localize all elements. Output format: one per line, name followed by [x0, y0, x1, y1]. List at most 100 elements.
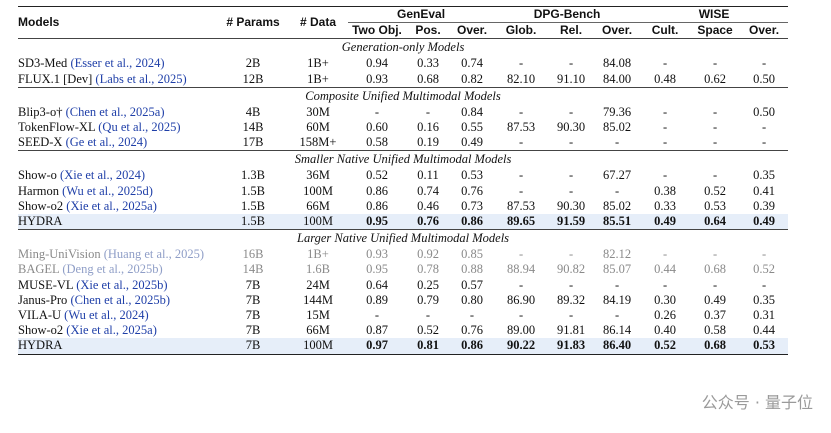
model-name: TokenFlow-XL	[18, 120, 96, 135]
score-cell: -	[662, 56, 668, 71]
score-cell: 0.74	[417, 183, 439, 198]
score-cell: 0.64	[690, 214, 741, 230]
score-cell: -	[425, 308, 431, 323]
score-cell: 0.49	[640, 214, 691, 230]
score-cell: -	[568, 56, 574, 71]
score-cell: -	[568, 183, 574, 198]
score-cell: -	[662, 168, 668, 183]
model-name: SD3-Med	[18, 56, 68, 71]
header-subcol: Two Obj.	[352, 23, 402, 38]
citation-link[interactable]: (Qu et al., 2025)	[98, 120, 181, 135]
header-row-subcols: Two Obj. Pos. Over. Glob. Rel. Over. Cul…	[18, 23, 789, 39]
score-cell: -	[614, 308, 620, 323]
header-subcol: Glob.	[505, 23, 537, 38]
score-cell: 0.33	[654, 198, 676, 213]
model-name: Blip3-o†	[18, 104, 63, 119]
score-cell: 89.65	[494, 214, 549, 230]
score-cell: 0.79	[417, 292, 439, 307]
table-row: Show-o (Xie et al., 2024) 1.3B 36M 0.52 0.11…	[18, 168, 788, 183]
score-cell: -	[568, 308, 574, 323]
model-name-cell: BAGEL (Deng et al., 2025b)	[18, 262, 218, 277]
score-cell: 90.30	[556, 198, 586, 213]
score-cell: 0.39	[753, 198, 775, 213]
section-header-row: Generation-only Models	[18, 38, 789, 57]
score-cell: -	[712, 168, 718, 183]
score-cell: -	[374, 104, 380, 119]
header-subcol: Cult.	[651, 23, 679, 38]
score-cell: -	[518, 168, 524, 183]
section-header-row: Smaller Native Unified Multimodal Models	[18, 150, 789, 169]
score-cell: -	[712, 135, 718, 150]
citation-link[interactable]: (Chen et al., 2025b)	[70, 292, 171, 307]
data-cell: 144M	[303, 292, 333, 307]
citation-link[interactable]: (Xie et al., 2025a)	[66, 198, 157, 213]
citation-link[interactable]: (Wu et al., 2025d)	[62, 183, 153, 198]
score-cell: 84.08	[602, 56, 632, 71]
table-row: BAGEL (Deng et al., 2025b) 14B 1.6B 0.95 0.7…	[18, 262, 788, 277]
score-cell: 0.50	[753, 104, 775, 119]
score-cell: 0.52	[417, 323, 439, 338]
model-name-cell: Show-o (Xie et al., 2024)	[18, 168, 218, 183]
score-cell: -	[518, 135, 524, 150]
score-cell: 0.50	[753, 71, 775, 86]
citation-link[interactable]: (Wu et al., 2024)	[64, 308, 149, 323]
score-cell: 91.83	[548, 338, 595, 355]
score-cell: 0.52	[366, 168, 388, 183]
model-name-cell: Blip3-o† (Chen et al., 2025a)	[18, 105, 218, 120]
params-cell: 1.5B	[241, 198, 265, 213]
header-subcol: Rel.	[560, 23, 583, 38]
score-cell: 89.32	[556, 292, 586, 307]
score-cell: 0.48	[654, 71, 676, 86]
score-cell: 0.41	[753, 183, 775, 198]
citation-link[interactable]: (Huang et al., 2025)	[103, 247, 205, 262]
params-cell: 16B	[242, 247, 264, 262]
score-cell: 0.52	[640, 338, 691, 355]
score-cell: -	[568, 135, 574, 150]
citation-link[interactable]: (Xie et al., 2025b)	[76, 277, 168, 292]
header-row-groups: Models # Params # Data GenEval DPG-Bench…	[18, 5, 789, 39]
score-cell: 0.26	[654, 308, 676, 323]
score-cell: 0.87	[366, 323, 388, 338]
header-params: # Params	[218, 5, 288, 39]
data-cell: 158M+	[299, 135, 337, 150]
model-name: HYDRA	[18, 214, 63, 229]
section-title: Composite Unified Multimodal Models	[18, 86, 789, 105]
header-subcol: Pos.	[415, 23, 441, 38]
citation-link[interactable]: (Labs et al., 2025)	[95, 71, 187, 86]
score-cell: 0.86	[366, 183, 388, 198]
citation-link[interactable]: (Xie et al., 2024)	[60, 168, 146, 183]
score-cell: -	[518, 183, 524, 198]
score-cell: 91.81	[556, 323, 586, 338]
model-name: Harmon	[18, 183, 59, 198]
data-cell: 100M	[303, 183, 333, 198]
score-cell: 0.46	[417, 198, 439, 213]
data-cell: 66M	[306, 323, 330, 338]
score-cell: 0.37	[704, 308, 726, 323]
citation-link[interactable]: (Deng et al., 2025b)	[62, 262, 163, 277]
score-cell: 90.82	[556, 262, 586, 277]
header-group-wise: WISE	[640, 5, 789, 24]
score-cell: 0.80	[461, 292, 483, 307]
params-cell: 4B	[245, 104, 261, 119]
citation-link[interactable]: (Ge et al., 2024)	[65, 135, 148, 150]
model-name: Show-o2	[18, 323, 64, 338]
score-cell: 0.86	[366, 198, 388, 213]
citation-link[interactable]: (Xie et al., 2025a)	[66, 323, 157, 338]
data-cell: 60M	[306, 120, 330, 135]
score-cell: 0.44	[753, 323, 775, 338]
score-cell: 91.59	[548, 214, 595, 230]
score-cell: -	[662, 135, 668, 150]
table-row: Show-o2 (Xie et al., 2025a) 7B 66M 0.87 0.52…	[18, 323, 788, 338]
score-cell: 0.52	[704, 183, 726, 198]
score-cell: 86.90	[506, 292, 536, 307]
score-cell: 0.35	[753, 292, 775, 307]
score-cell: 0.16	[417, 120, 439, 135]
score-cell: -	[518, 247, 524, 262]
model-name-cell: FLUX.1 [Dev] (Labs et al., 2025)	[18, 72, 218, 88]
score-cell: 0.86	[450, 338, 495, 355]
score-cell: -	[712, 56, 718, 71]
citation-link[interactable]: (Chen et al., 2025a)	[65, 104, 165, 119]
score-cell: 0.68	[690, 338, 741, 355]
score-cell: 0.97	[348, 338, 406, 355]
citation-link[interactable]: (Esser et al., 2024)	[70, 56, 165, 71]
